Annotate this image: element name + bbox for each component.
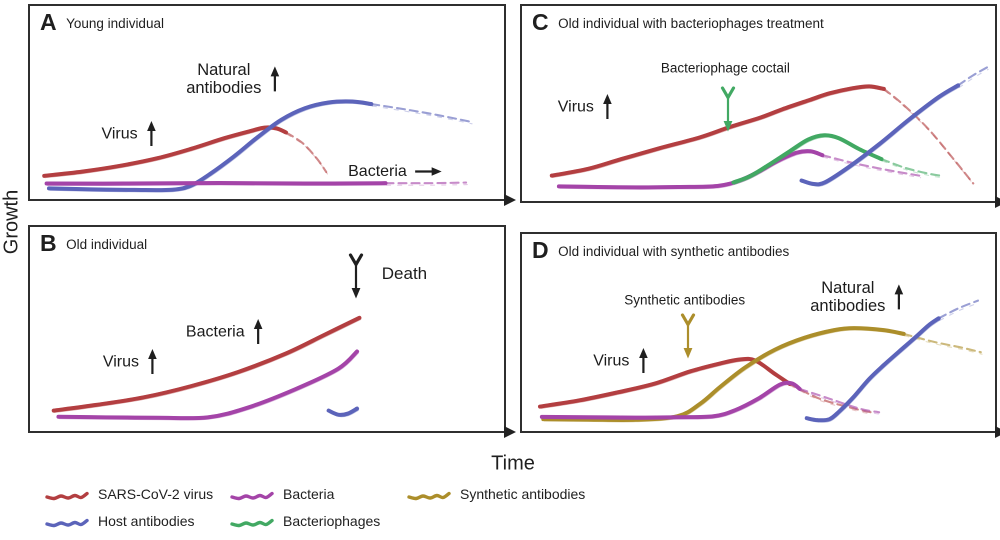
bacteria-label-text: Bacteria bbox=[348, 162, 407, 180]
up-arrow-icon bbox=[638, 348, 648, 374]
legend-label: Host antibodies bbox=[98, 513, 195, 529]
panel-c-title: C Old individual with bacteriophages tre… bbox=[532, 11, 824, 34]
panel-a-plot bbox=[42, 99, 473, 193]
legend-item: Bacteriophages bbox=[230, 513, 407, 529]
legend-item: Host antibodies bbox=[45, 513, 230, 529]
death-arrow bbox=[348, 253, 364, 299]
virus-label-text: Virus bbox=[557, 98, 594, 116]
virus-label-text: Virus bbox=[593, 352, 630, 370]
panel-b-title: B Old individual bbox=[40, 232, 147, 255]
death-arrow-icon bbox=[349, 253, 364, 299]
panel-letter: D bbox=[532, 237, 550, 263]
panel-a-title: A Young individual bbox=[40, 11, 164, 34]
x-axis-arrowhead bbox=[504, 426, 516, 438]
x-axis-arrowhead bbox=[995, 426, 1000, 438]
virus-label-text: Virus bbox=[101, 125, 138, 143]
x-axis-arrowhead bbox=[995, 196, 1000, 208]
panel-c-annotations: Bacteriophage coctail Virus bbox=[522, 6, 995, 201]
synthetic-antibodies-arrow bbox=[680, 313, 696, 359]
bacteria-label-text: Bacteria bbox=[185, 323, 245, 341]
panel-c-plot bbox=[549, 66, 989, 190]
legend-item: Synthetic antibodies bbox=[407, 486, 585, 502]
panel-heading: Old individual with synthetic antibodies bbox=[558, 244, 790, 259]
panel-letter: B bbox=[40, 230, 58, 256]
legend-item: Bacteria bbox=[230, 486, 407, 502]
legend: SARS-CoV-2 virus Bacteria Synthetic anti… bbox=[45, 486, 585, 529]
synthetic-antibodies-label-text: Synthetic antibodies bbox=[624, 292, 746, 308]
host-antibodies-swatch-icon bbox=[45, 518, 89, 527]
x-axis-arrowhead bbox=[504, 194, 516, 206]
panel-a-annotations: Natural antibodies Virus Bacteria bbox=[30, 6, 504, 199]
virus-label: Virus bbox=[558, 94, 614, 121]
natural-antibodies-label: Natural antibodies bbox=[186, 61, 281, 97]
virus-label-text: Virus bbox=[102, 353, 140, 371]
panel-c: C Old individual with bacteriophages tre… bbox=[520, 4, 1000, 208]
up-arrow-icon bbox=[148, 349, 157, 375]
death-label: Death bbox=[382, 264, 427, 284]
virus-label: Virus bbox=[593, 348, 649, 375]
natural-antibodies-label: Natural antibodies bbox=[810, 279, 905, 315]
virus-label: Virus bbox=[101, 121, 157, 148]
virus-swatch-icon bbox=[45, 491, 89, 500]
bacteria-label: Bacteria bbox=[186, 319, 265, 346]
bacteriophage-cocktail-arrow-icon bbox=[721, 86, 736, 132]
legend-label: Synthetic antibodies bbox=[460, 486, 586, 502]
up-arrow-icon bbox=[146, 121, 156, 147]
panel-d-annotations: Synthetic antibodies Natural antibodies Vi… bbox=[522, 234, 995, 431]
panel-d: D Old individual with synthetic antibodi… bbox=[520, 232, 1000, 438]
death-label-text: Death bbox=[381, 263, 428, 283]
natural-antibodies-label-text: Natural antibodies bbox=[810, 278, 886, 316]
up-arrow-icon bbox=[894, 284, 904, 310]
panel-letter: C bbox=[532, 9, 550, 35]
legend-item: SARS-CoV-2 virus bbox=[45, 486, 230, 502]
synthetic-antibodies-arrow-icon bbox=[680, 313, 695, 359]
legend-label: Bacteriophages bbox=[283, 513, 381, 529]
panel-b: B Old individual Virus Bacteria Death bbox=[28, 225, 516, 438]
panel-heading: Old individual bbox=[66, 237, 148, 252]
synthetic-antibodies-swatch-icon bbox=[407, 491, 451, 500]
panel-letter: A bbox=[40, 9, 58, 35]
bacteriophage-cocktail-label: Bacteriophage coctail bbox=[661, 61, 790, 76]
panel-a: A Young individual Natural antibodies Vir… bbox=[28, 4, 516, 206]
right-arrow-icon bbox=[414, 167, 442, 177]
natural-antibodies-label-text: Natural antibodies bbox=[186, 61, 262, 98]
synthetic-antibodies-label: Synthetic antibodies bbox=[624, 292, 745, 307]
legend-label: SARS-CoV-2 virus bbox=[98, 486, 214, 502]
up-arrow-icon bbox=[603, 94, 612, 120]
panel-heading: Old individual with bacteriophages treat… bbox=[558, 16, 824, 31]
panel-d-plot bbox=[537, 299, 983, 423]
panel-d-title: D Old individual with synthetic antibodi… bbox=[532, 239, 789, 262]
bacteriophage-cocktail-label-text: Bacteriophage coctail bbox=[660, 60, 790, 76]
up-arrow-icon bbox=[270, 66, 280, 92]
bacteria-label: Bacteria bbox=[348, 163, 442, 181]
panel-b-annotations: Virus Bacteria Death bbox=[30, 227, 504, 431]
up-arrow-icon bbox=[253, 319, 263, 345]
y-axis-label: Growth bbox=[0, 189, 23, 255]
bacteria-swatch-icon bbox=[230, 491, 274, 500]
legend-label: Bacteria bbox=[283, 486, 335, 502]
bacteriophage-cocktail-arrow bbox=[720, 86, 736, 132]
bacteriophages-swatch-icon bbox=[230, 518, 274, 527]
virus-label: Virus bbox=[103, 349, 159, 376]
panel-b-plot bbox=[51, 315, 362, 421]
x-axis-label: Time bbox=[491, 452, 535, 475]
panel-heading: Young individual bbox=[66, 16, 164, 31]
